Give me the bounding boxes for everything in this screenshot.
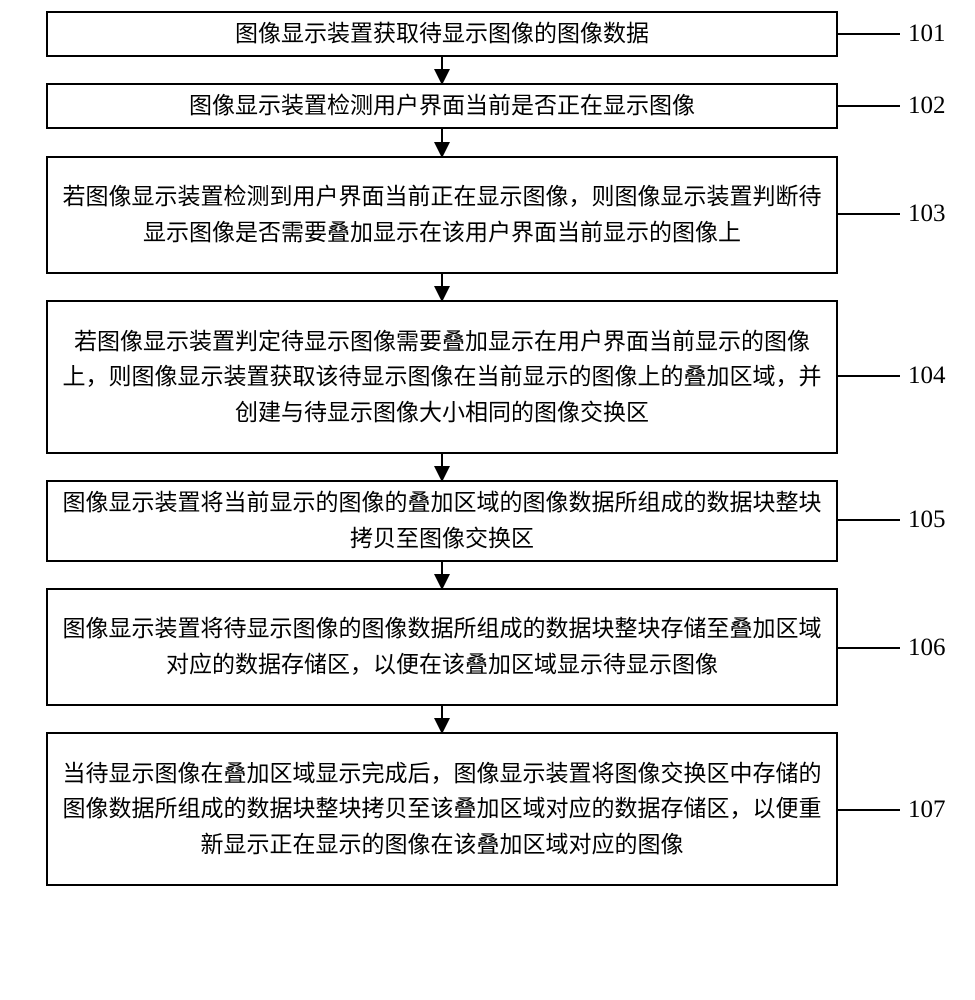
node-text: 若图像显示装置检测到用户界面当前正在显示图像，则图像显示装置判断待显示图像是否需… [58, 179, 826, 250]
step-label-101: 101 [908, 20, 946, 48]
step-label-103: 103 [908, 200, 946, 228]
flowchart-node-104: 若图像显示装置判定待显示图像需要叠加显示在用户界面当前显示的图像上，则图像显示装… [46, 300, 838, 454]
node-text: 若图像显示装置判定待显示图像需要叠加显示在用户界面当前显示的图像上，则图像显示装… [58, 324, 826, 431]
node-text: 图像显示装置将当前显示的图像的叠加区域的图像数据所组成的数据块整块拷贝至图像交换… [58, 485, 826, 556]
flowchart-node-107: 当待显示图像在叠加区域显示完成后，图像显示装置将图像交换区中存储的图像数据所组成… [46, 732, 838, 886]
leader-line [838, 105, 900, 107]
node-text: 图像显示装置获取待显示图像的图像数据 [58, 16, 826, 52]
step-label-105: 105 [908, 506, 946, 534]
leader-line [838, 647, 900, 649]
step-label-107: 107 [908, 796, 946, 824]
leader-line [838, 519, 900, 521]
flowchart-canvas: 图像显示装置获取待显示图像的图像数据 图像显示装置检测用户界面当前是否正在显示图… [0, 0, 975, 1000]
node-text: 当待显示图像在叠加区域显示完成后，图像显示装置将图像交换区中存储的图像数据所组成… [58, 756, 826, 863]
flowchart-node-102: 图像显示装置检测用户界面当前是否正在显示图像 [46, 83, 838, 129]
leader-line [838, 213, 900, 215]
flowchart-node-105: 图像显示装置将当前显示的图像的叠加区域的图像数据所组成的数据块整块拷贝至图像交换… [46, 480, 838, 562]
leader-line [838, 809, 900, 811]
step-label-102: 102 [908, 92, 946, 120]
flowchart-node-106: 图像显示装置将待显示图像的图像数据所组成的数据块整块存储至叠加区域对应的数据存储… [46, 588, 838, 706]
leader-line [838, 33, 900, 35]
flowchart-node-103: 若图像显示装置检测到用户界面当前正在显示图像，则图像显示装置判断待显示图像是否需… [46, 156, 838, 274]
flowchart-node-101: 图像显示装置获取待显示图像的图像数据 [46, 11, 838, 57]
step-label-106: 106 [908, 634, 946, 662]
node-text: 图像显示装置检测用户界面当前是否正在显示图像 [58, 88, 826, 124]
leader-line [838, 375, 900, 377]
step-label-104: 104 [908, 362, 946, 390]
node-text: 图像显示装置将待显示图像的图像数据所组成的数据块整块存储至叠加区域对应的数据存储… [58, 611, 826, 682]
